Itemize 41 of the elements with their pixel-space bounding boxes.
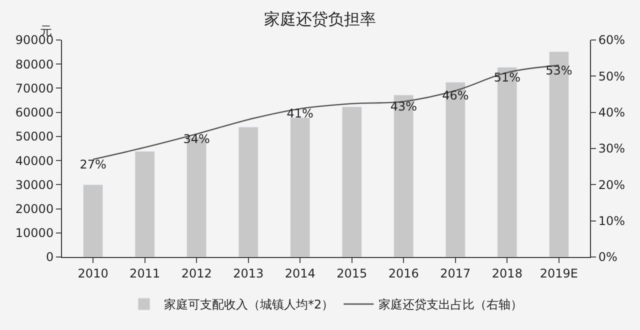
y2-tick-label: 10% bbox=[598, 214, 626, 228]
bar bbox=[134, 151, 155, 257]
y2-tick-label: 0% bbox=[598, 250, 618, 264]
y-tick-label: 40000 bbox=[15, 154, 54, 168]
legend-label: 家庭还贷支出占比（右轴） bbox=[378, 298, 523, 312]
y2-tick-label: 40% bbox=[598, 106, 626, 120]
x-tick-label: 2019E bbox=[540, 266, 578, 280]
bar bbox=[82, 184, 104, 257]
x-tick-label: 2013 bbox=[233, 266, 264, 280]
y2-tick-label: 60% bbox=[598, 33, 626, 48]
y-tick-label: 60000 bbox=[15, 106, 54, 120]
y2-tick-label: 30% bbox=[598, 142, 626, 156]
x-tick-label: 2015 bbox=[336, 266, 368, 280]
x-tick-label: 2018 bbox=[492, 266, 522, 280]
x-tick-label: 2014 bbox=[284, 266, 316, 280]
x-tick-label: 2017 bbox=[440, 266, 471, 280]
data-label: 27% bbox=[80, 157, 106, 172]
y2-tick-label: 20% bbox=[598, 178, 626, 192]
data-label: 46% bbox=[442, 88, 469, 103]
y2-tick-label: 50% bbox=[598, 69, 626, 84]
x-tick-label: 2011 bbox=[130, 266, 160, 280]
y-tick-label: 10000 bbox=[15, 226, 54, 240]
x-tick-label: 2010 bbox=[78, 266, 108, 280]
y-tick-label: 0 bbox=[46, 250, 54, 264]
data-label: 43% bbox=[390, 99, 417, 114]
data-label: 41% bbox=[286, 106, 314, 121]
y-tick-label: 70000 bbox=[15, 81, 54, 96]
bar bbox=[342, 106, 362, 257]
x-tick-label: 2016 bbox=[388, 266, 419, 280]
y-tick-label: 80000 bbox=[15, 57, 54, 72]
x-tick-label: 2012 bbox=[181, 266, 212, 280]
legend-label: 家庭可支配收入（城镇人均*2） bbox=[164, 298, 334, 312]
data-label: 51% bbox=[494, 70, 521, 85]
chart-title: 家庭还贷负担率 bbox=[264, 9, 376, 28]
y-tick-label: 30000 bbox=[15, 178, 54, 192]
bar bbox=[238, 126, 258, 257]
data-label: 53% bbox=[546, 63, 572, 78]
y-tick-label: 20000 bbox=[15, 202, 54, 216]
y-tick-label: 50000 bbox=[15, 130, 54, 144]
data-label: 34% bbox=[183, 132, 210, 146]
bar bbox=[290, 117, 310, 257]
